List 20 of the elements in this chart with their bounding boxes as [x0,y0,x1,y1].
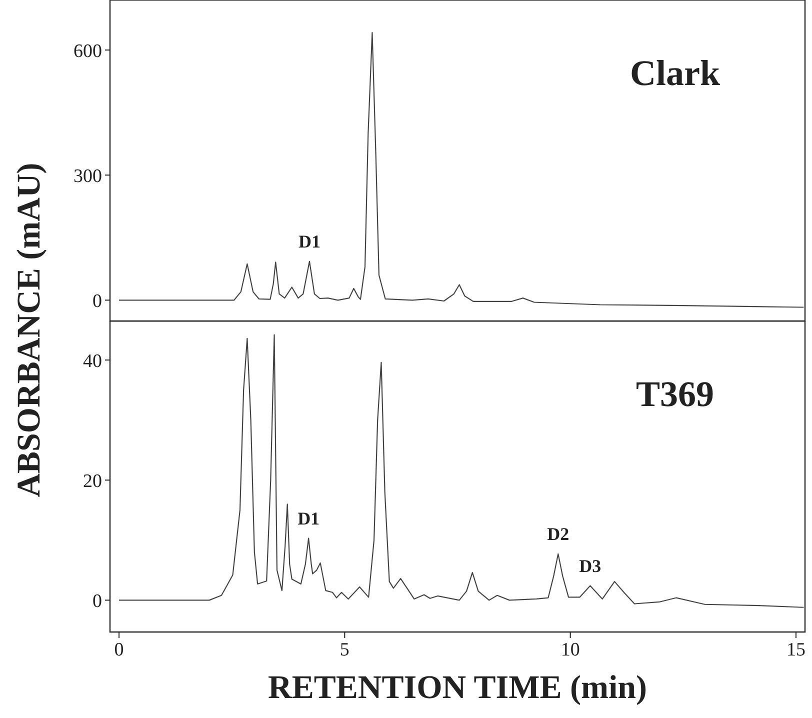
x-tick-label: 15 [786,639,806,660]
line-series [118,32,804,308]
text: T369 [634,373,715,415]
x-tick-label: 0 [114,639,124,660]
y-tick-label: 40 [83,350,102,372]
text: Clark [629,52,721,94]
x-tick-label: 5 [340,639,350,660]
annotation: D1 [298,508,320,528]
line-series [118,334,804,608]
y-tick-label: 600 [74,40,102,62]
y-tick-label: 20 [83,470,102,492]
y-tick-label: 0 [92,290,102,312]
y-axis-title: ABSORBANCE (mAU) [12,162,48,498]
annotation: D3 [579,556,602,576]
x-tick-label: 10 [560,639,580,660]
x-axis-title: RETENTION TIME (min) [267,670,648,707]
y-tick-label: 300 [74,166,102,187]
annotation: D1 [298,231,320,252]
y-tick-label: 0 [92,590,102,612]
annotation: D2 [547,524,570,544]
